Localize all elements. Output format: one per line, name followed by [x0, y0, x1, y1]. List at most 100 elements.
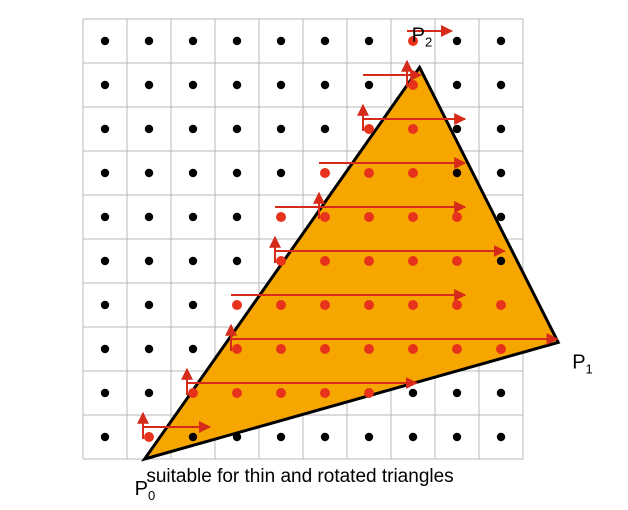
pixel-center [188, 344, 198, 354]
covered-pixel-center [452, 300, 462, 310]
covered-pixel-center [276, 256, 286, 266]
pixel-center [232, 432, 242, 442]
covered-pixel-center [496, 344, 506, 354]
covered-pixel-center [188, 388, 198, 398]
pixel-center [188, 432, 198, 442]
pixel-center [364, 432, 374, 442]
pixel-center [100, 256, 110, 266]
covered-pixel-center [276, 212, 286, 222]
pixel-center [320, 124, 330, 134]
pixel-center [276, 432, 286, 442]
pixel-center [320, 432, 330, 442]
triangle-layer [140, 64, 561, 462]
figure-caption: suitable for thin and rotated triangles [146, 466, 454, 487]
pixel-center [144, 388, 154, 398]
pixel-center [144, 256, 154, 266]
covered-pixel-center [232, 300, 242, 310]
pixel-center [276, 80, 286, 90]
covered-pixel-center [232, 388, 242, 398]
covered-pixel-center [276, 344, 286, 354]
pixel-center [452, 124, 462, 134]
pixel-center [100, 300, 110, 310]
covered-pixel-center [364, 124, 374, 134]
pixel-center [232, 80, 242, 90]
covered-pixel-center [408, 124, 418, 134]
pixel-center [452, 168, 462, 178]
covered-pixel-center [408, 168, 418, 178]
pixel-center [144, 344, 154, 354]
covered-pixel-center [408, 212, 418, 222]
vertex-label-p2: P2 [412, 24, 433, 49]
pixel-center [496, 388, 506, 398]
pixel-center [496, 124, 506, 134]
covered-pixel-center [320, 256, 330, 266]
covered-pixel-center [496, 300, 506, 310]
covered-pixel-center [320, 300, 330, 310]
covered-pixel-center [364, 388, 374, 398]
pixel-center [100, 124, 110, 134]
vertex-label-p0: P0 [135, 478, 156, 503]
covered-pixel-center [408, 344, 418, 354]
covered-pixel-center [364, 256, 374, 266]
covered-pixel-center [232, 344, 242, 354]
pixel-center [144, 212, 154, 222]
pixel-center [276, 124, 286, 134]
covered-pixel-center [320, 212, 330, 222]
pixel-center [100, 344, 110, 354]
covered-pixel-center [144, 432, 154, 442]
pixel-center [232, 36, 242, 46]
pixel-center [144, 124, 154, 134]
traversal-arrows [137, 25, 559, 439]
pixel-center [320, 36, 330, 46]
pixel-center [100, 432, 110, 442]
pixel-center [144, 300, 154, 310]
pixel-center [452, 432, 462, 442]
pixel-center [188, 300, 198, 310]
pixel-center [100, 168, 110, 178]
covered-pixel-center [320, 344, 330, 354]
pixel-center [496, 36, 506, 46]
pixel-center [100, 80, 110, 90]
pixel-center [320, 80, 330, 90]
vertex-label-p1: P1 [572, 351, 593, 376]
covered-pixel-center [364, 212, 374, 222]
pixel-center [408, 388, 418, 398]
pixel-center [496, 168, 506, 178]
covered-pixel-center [320, 388, 330, 398]
covered-pixel-center [408, 36, 418, 46]
covered-pixel-center [408, 80, 418, 90]
covered-pixel-center [364, 168, 374, 178]
triangle [140, 64, 561, 462]
pixel-center [496, 432, 506, 442]
pixel-center [232, 256, 242, 266]
pixel-center [452, 388, 462, 398]
pixel-center [276, 168, 286, 178]
pixel-center [100, 388, 110, 398]
pixel-center [188, 168, 198, 178]
covered-pixel-center [452, 212, 462, 222]
pixel-center [100, 212, 110, 222]
pixel-center [496, 256, 506, 266]
covered-pixel-center [452, 256, 462, 266]
pixel-center [100, 36, 110, 46]
pixel-center [452, 36, 462, 46]
covered-pixel-center [408, 256, 418, 266]
pixel-center [496, 80, 506, 90]
pixel-center [452, 80, 462, 90]
pixel-center [496, 212, 506, 222]
pixel-center [188, 124, 198, 134]
pixel-centers [100, 36, 506, 442]
pixel-center [408, 432, 418, 442]
pixel-center [276, 36, 286, 46]
vertex-labels: P0 P1 P2 [135, 24, 593, 503]
pixel-center [188, 36, 198, 46]
covered-pixel-center [320, 168, 330, 178]
pixel-center [188, 256, 198, 266]
pixel-center [144, 168, 154, 178]
pixel-center [364, 80, 374, 90]
pixel-center [188, 80, 198, 90]
pixel-center [232, 124, 242, 134]
covered-pixel-center [276, 388, 286, 398]
covered-pixel-center [452, 344, 462, 354]
pixel-center [144, 36, 154, 46]
